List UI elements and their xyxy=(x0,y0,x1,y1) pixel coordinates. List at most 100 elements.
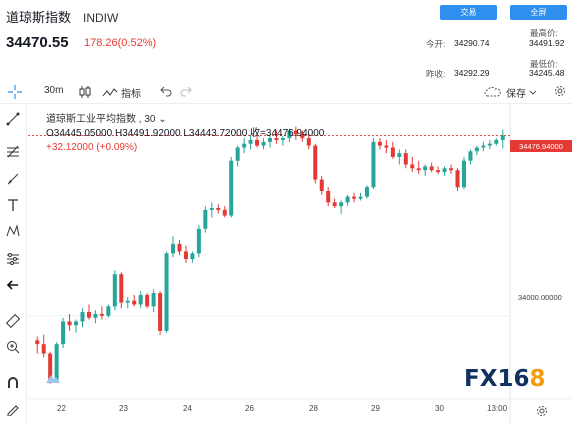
candle xyxy=(203,206,208,233)
candle-body xyxy=(216,208,221,210)
chart-settings-icon[interactable] xyxy=(536,404,548,422)
last-price-tag: 34476.94000 xyxy=(510,140,572,152)
candle xyxy=(41,334,46,358)
text-tool-icon[interactable] xyxy=(4,196,22,214)
candle xyxy=(436,166,441,174)
fullscreen-button[interactable]: 全屏 xyxy=(510,5,567,20)
trade-button[interactable]: 交易 xyxy=(440,5,497,20)
lock-pencil-icon[interactable] xyxy=(4,400,22,418)
candle xyxy=(306,134,311,150)
candle xyxy=(371,138,376,190)
candle-body xyxy=(384,145,389,148)
forecast-tool-icon[interactable] xyxy=(4,250,22,268)
candle xyxy=(235,145,240,167)
back-arrow-icon[interactable] xyxy=(4,276,22,294)
high-value: 34491.92 xyxy=(529,38,565,48)
candle xyxy=(274,130,279,144)
interval-selector[interactable]: 30m xyxy=(44,85,64,96)
y-axis-label: 34000.00000 xyxy=(518,293,562,302)
candle-body xyxy=(326,190,331,203)
cloud-icon[interactable] xyxy=(484,85,502,97)
candle-body xyxy=(390,147,395,157)
candle xyxy=(183,245,188,263)
index-title: 道琼斯指数 INDIW xyxy=(6,7,118,26)
candle-body xyxy=(423,166,428,171)
legend-ohlc: O34445.05000 H34491.92000 L34443.72000 收… xyxy=(46,128,325,139)
x-axis-label: 29 xyxy=(371,404,380,413)
candle xyxy=(403,149,408,169)
candle xyxy=(326,187,331,207)
indicators-button[interactable]: 指标 xyxy=(102,85,141,100)
candle xyxy=(397,149,402,165)
candle-body xyxy=(429,166,434,171)
crosshair-icon[interactable] xyxy=(8,85,22,99)
logo-text-left: FX16 xyxy=(464,366,530,392)
candle-body xyxy=(183,251,188,260)
line-tool-icon[interactable] xyxy=(4,110,22,128)
candle-body xyxy=(494,139,499,144)
undo-icon[interactable] xyxy=(160,85,172,97)
candle xyxy=(196,225,201,258)
candle-body xyxy=(41,344,46,354)
last-price: 34470.55 xyxy=(6,34,69,51)
candle xyxy=(229,156,234,218)
candle xyxy=(319,175,324,195)
price-change: 178.26(0.52%) xyxy=(84,37,157,49)
candle-body xyxy=(461,160,466,188)
candle-body xyxy=(293,130,298,135)
candle-body xyxy=(474,147,479,152)
candle xyxy=(500,129,505,149)
candle-body xyxy=(138,294,143,305)
candle xyxy=(377,138,382,150)
candle-body xyxy=(145,294,150,307)
legend-change: +32.12000 (+0.09%) xyxy=(46,142,138,153)
fib-tool-icon[interactable] xyxy=(4,142,22,160)
brush-tool-icon[interactable] xyxy=(4,170,22,188)
candle-body xyxy=(61,321,66,345)
candle-body xyxy=(481,145,486,148)
pattern-tool-icon[interactable] xyxy=(4,222,22,240)
candle xyxy=(494,138,499,146)
candle-body xyxy=(436,170,441,173)
candle xyxy=(339,200,344,214)
x-axis-label: 28 xyxy=(309,404,318,413)
chart-area[interactable] xyxy=(28,104,572,423)
redo-icon[interactable] xyxy=(180,85,192,97)
chevron-down-icon[interactable]: ⌄ xyxy=(158,114,167,125)
candle-body xyxy=(274,138,279,140)
candle-body xyxy=(93,313,98,318)
candle xyxy=(390,141,395,159)
index-name: 道琼斯指数 xyxy=(6,10,72,25)
candle-body xyxy=(255,139,260,146)
prev-value: 34292.29 xyxy=(454,68,490,78)
candlestick-chart[interactable] xyxy=(28,104,572,423)
candle-body xyxy=(203,209,208,229)
settings-icon[interactable] xyxy=(554,85,566,97)
candle xyxy=(216,204,221,214)
candle-body xyxy=(410,164,415,169)
candle-body xyxy=(358,196,363,199)
candle xyxy=(132,294,137,307)
fx168-logo: FX168 xyxy=(464,366,545,392)
header: 道琼斯指数 INDIW 交易 全屏 34470.55 178.26(0.52%) … xyxy=(0,0,572,80)
candle xyxy=(267,134,273,148)
candle xyxy=(280,136,285,146)
candle xyxy=(74,319,79,333)
candle-type-icon[interactable] xyxy=(78,85,92,99)
candle-body xyxy=(449,168,454,171)
save-button[interactable]: 保存 xyxy=(506,85,537,100)
candle-body xyxy=(371,141,376,188)
indicators-label: 指标 xyxy=(121,89,141,100)
magnet-icon[interactable] xyxy=(4,374,22,392)
candle-body xyxy=(442,168,447,173)
chart-toolbar: 30m 指标 保存 xyxy=(0,80,572,104)
zoom-in-icon[interactable] xyxy=(4,338,22,356)
candle-body xyxy=(171,243,176,254)
candle xyxy=(287,128,292,142)
candle-body xyxy=(119,274,124,303)
save-label: 保存 xyxy=(506,89,526,100)
candle-body xyxy=(35,340,40,345)
candle xyxy=(138,291,143,309)
open-value: 34290.74 xyxy=(454,38,490,48)
ruler-icon[interactable] xyxy=(4,312,22,330)
